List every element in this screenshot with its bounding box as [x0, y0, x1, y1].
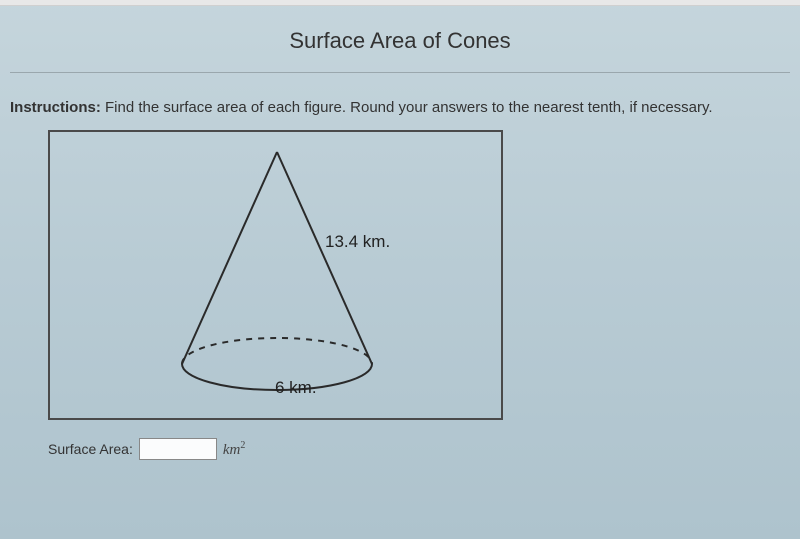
radius-label: 6 km.: [275, 378, 317, 398]
page-title: Surface Area of Cones: [289, 28, 510, 53]
unit-exponent: 2: [240, 440, 245, 451]
cone-base-back: [182, 338, 372, 364]
page-content: Surface Area of Cones Instructions: Find…: [0, 6, 800, 460]
answer-unit: km2: [223, 440, 246, 459]
surface-area-input[interactable]: [139, 438, 217, 460]
cone-left-edge: [182, 152, 277, 364]
cone-right-edge: [277, 152, 372, 364]
answer-label: Surface Area:: [48, 441, 133, 457]
unit-base: km: [223, 442, 241, 458]
answer-row: Surface Area: km2: [0, 420, 800, 460]
instructions-row: Instructions: Find the surface area of e…: [0, 73, 800, 130]
title-region: Surface Area of Cones: [0, 6, 800, 72]
instructions-text: Find the surface area of each figure. Ro…: [101, 99, 713, 116]
slant-height-label: 13.4 km.: [325, 232, 390, 252]
figure-region: 13.4 km. 6 km.: [0, 130, 800, 420]
instructions-label: Instructions:: [10, 99, 101, 116]
figure-box: 13.4 km. 6 km.: [48, 130, 503, 420]
